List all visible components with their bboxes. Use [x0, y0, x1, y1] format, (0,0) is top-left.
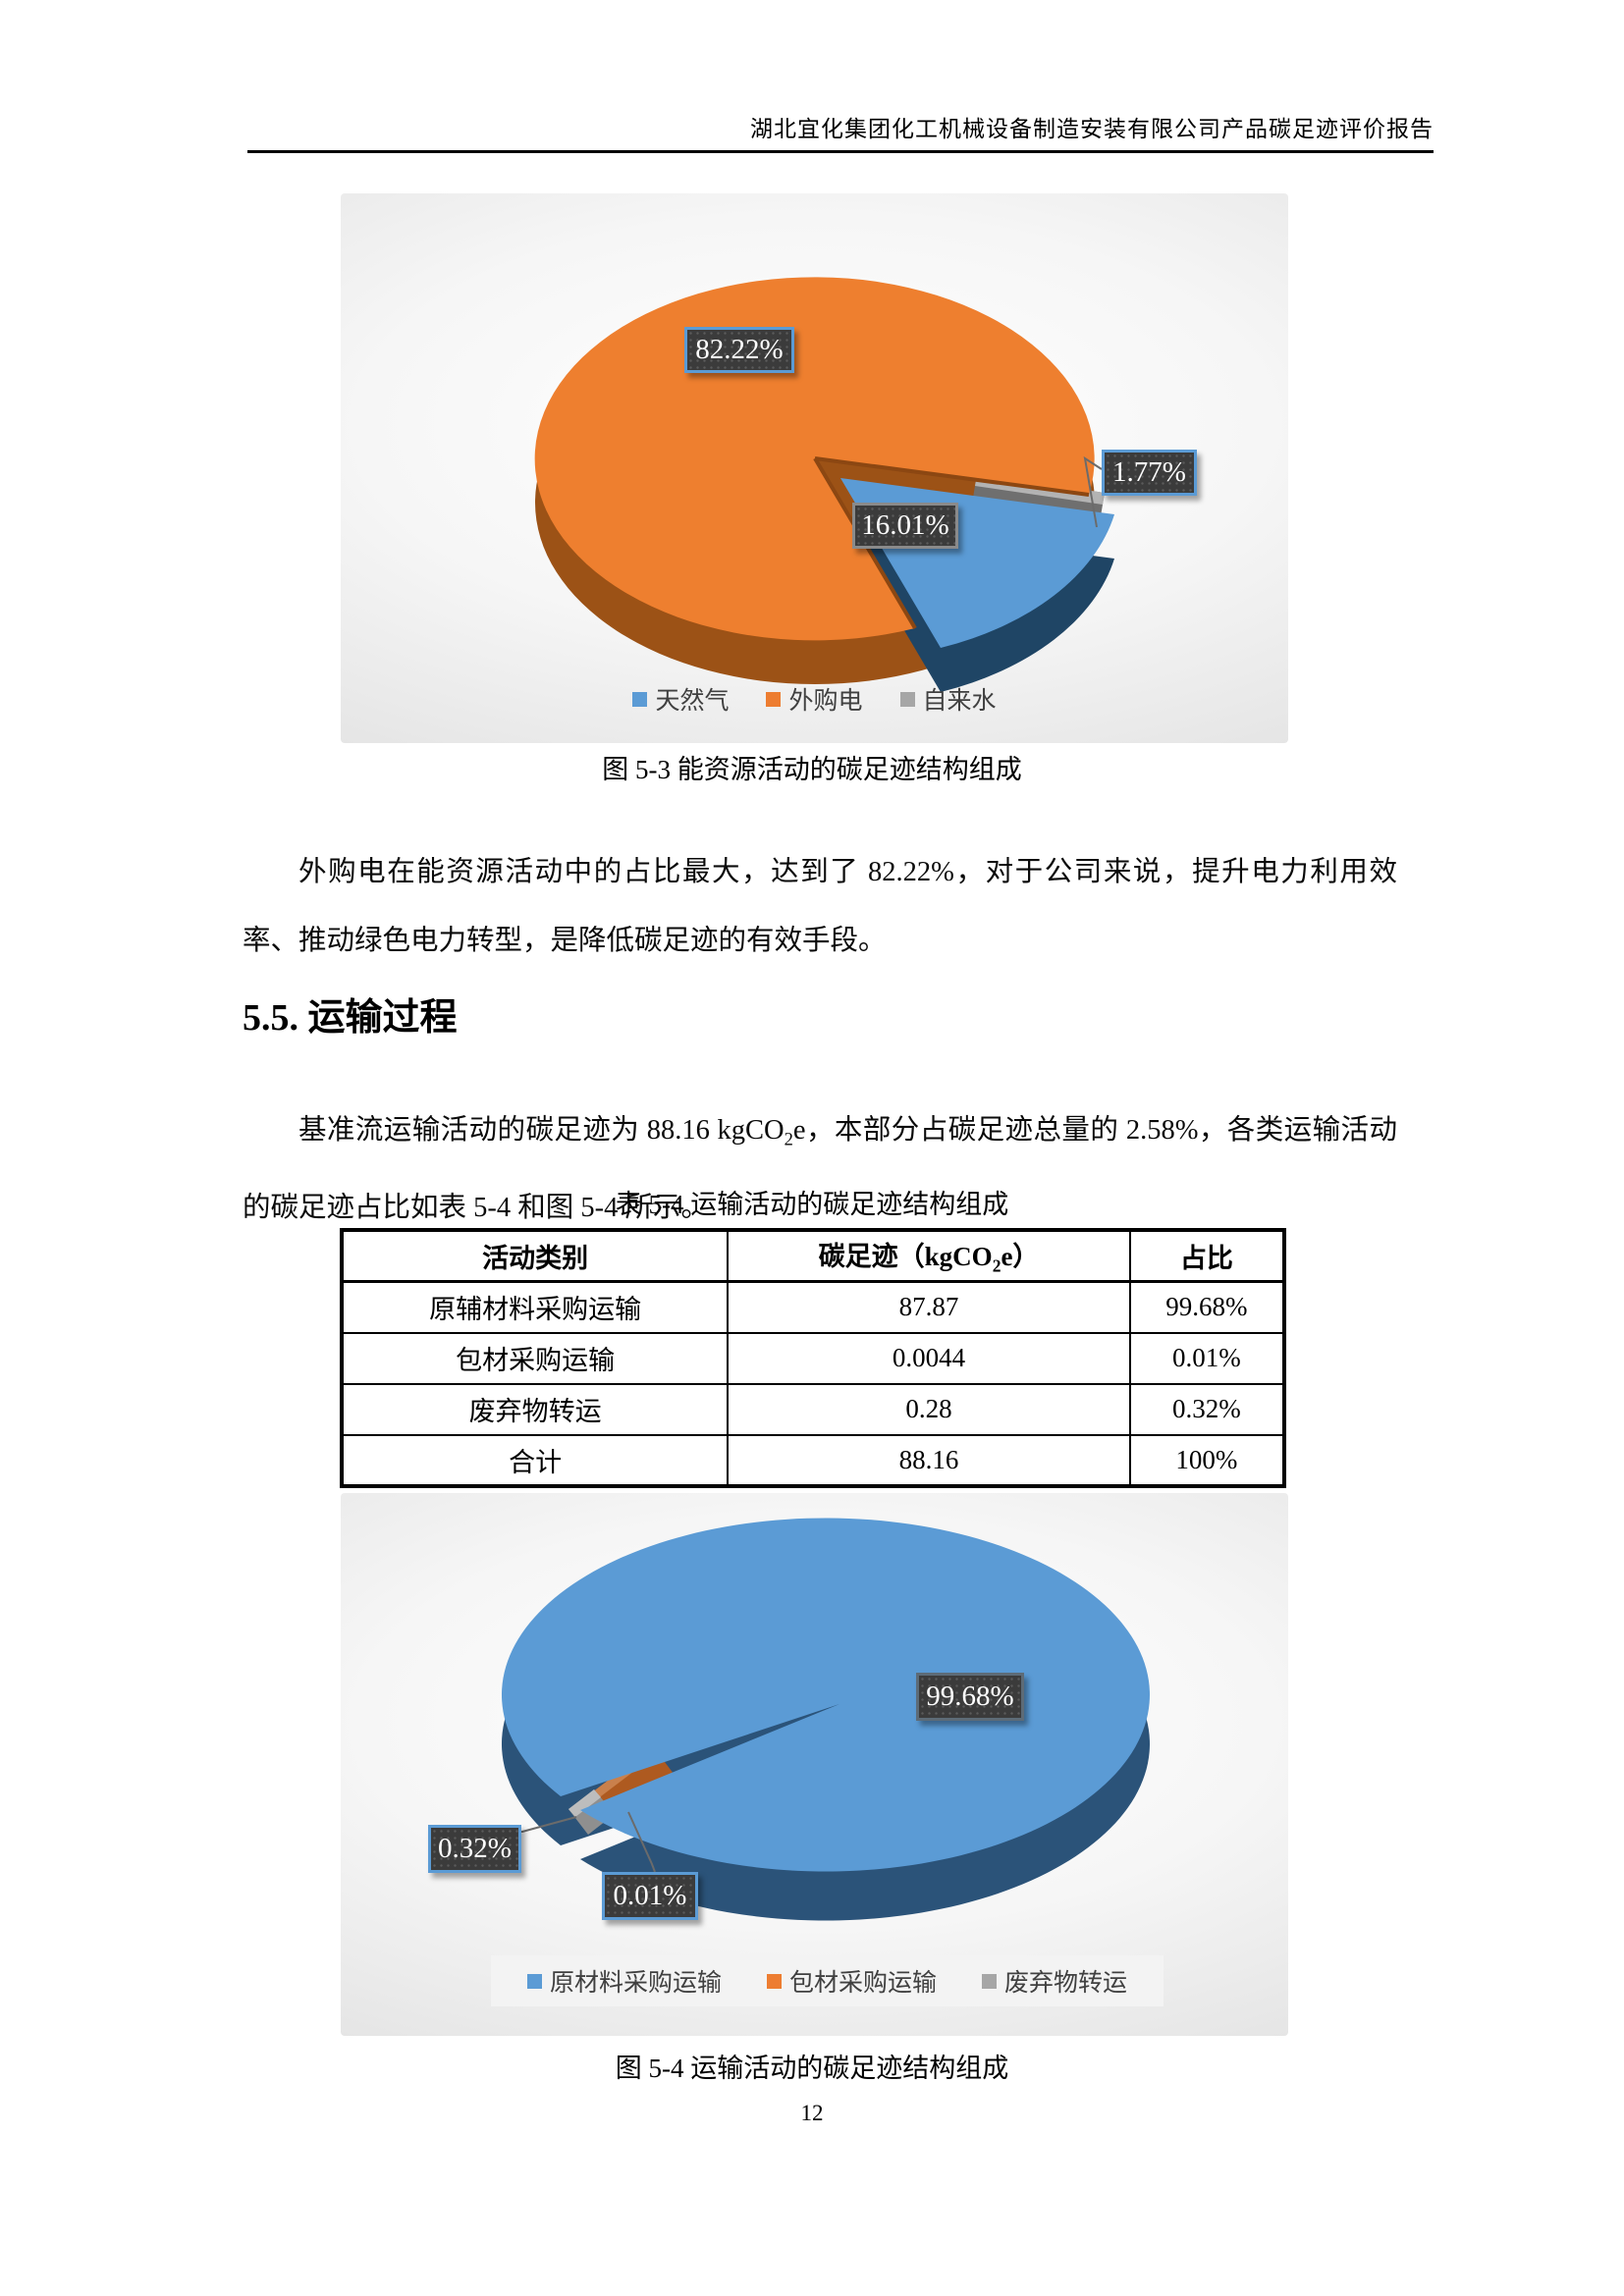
header-rule: [247, 150, 1434, 153]
running-header-title: 湖北宜化集团化工机械设备制造安装有限公司产品碳足迹评价报告: [750, 117, 1434, 141]
pie-chart-transport: [501, 1518, 1150, 1921]
pie-slice-waste-top: [568, 1789, 601, 1817]
paragraph-transport-part2: e，本部分占碳足迹总量的 2.58%，各类运输活动的碳足迹占比如表 5-4 和图…: [243, 1114, 1397, 1224]
legend-item-tap-water: 自来水: [899, 681, 997, 717]
legend-energy: 天然气 外购电 自来水: [341, 681, 1288, 717]
col-header-footprint: 碳足迹（kgCO2e）: [727, 1229, 1131, 1283]
cell-share: 99.68%: [1128, 1280, 1285, 1334]
cell-activity: 合计: [341, 1433, 730, 1487]
data-label-raw-material: 99.68%: [916, 1673, 1024, 1721]
table-row: 废弃物转运 0.28 0.32%: [341, 1382, 1285, 1436]
col-header-share: 占比: [1128, 1229, 1285, 1283]
data-label-tap-water: 1.77%: [1102, 450, 1197, 496]
cell-footprint: 0.28: [727, 1382, 1131, 1436]
data-label-packaging: 0.01%: [602, 1872, 698, 1920]
leader-line-packaging: [627, 1811, 656, 1873]
pie-slice-raw-material: [501, 1518, 1150, 1872]
legend-item-electricity: 外购电: [766, 681, 863, 717]
cell-footprint: 88.16: [727, 1433, 1131, 1487]
col-header-activity: 活动类别: [341, 1229, 730, 1283]
col-header-footprint-part1: 碳足迹（kgCO: [818, 1242, 993, 1272]
table-row-total: 合计 88.16 100%: [341, 1433, 1285, 1487]
cell-activity: 原辅材料采购运输: [341, 1280, 730, 1334]
section-heading-5-5: 5.5. 运输过程: [243, 997, 458, 1039]
cell-footprint: 0.0044: [727, 1331, 1131, 1385]
figure-5-4-transport-pie-chart: 99.68% 0.32% 0.01% 原材料采购运输 包材采购运输 废弃物转运: [341, 1493, 1288, 2036]
cell-share: 100%: [1128, 1433, 1285, 1487]
data-label-waste: 0.32%: [428, 1825, 521, 1873]
table-row: 原辅材料采购运输 87.87 99.68%: [341, 1280, 1285, 1334]
table-5-4-caption: 表 5-4 运输活动的碳足迹结构组成: [615, 1190, 1009, 1219]
table-5-4-transport-footprint: 活动类别 碳足迹（kgCO2e） 占比 原辅材料采购运输 87.87 99.68…: [340, 1228, 1286, 1488]
legend-item-packaging: 包材采购运输: [766, 1963, 937, 1999]
table-row: 包材采购运输 0.0044 0.01%: [341, 1331, 1285, 1385]
legend-item-natural-gas: 天然气: [632, 681, 729, 717]
legend-item-raw-material: 原材料采购运输: [526, 1963, 722, 1999]
leader-line-tap-water: [1083, 455, 1103, 528]
cell-footprint: 87.87: [727, 1280, 1131, 1334]
co2-subscript: 2: [784, 1129, 793, 1150]
data-label-natural-gas: 16.01%: [852, 503, 958, 549]
paragraph-transport-part1: 基准流运输活动的碳足迹为 88.16 kgCO: [298, 1114, 785, 1146]
legend-label-packaging: 包材采购运输: [788, 1970, 937, 1997]
legend-label-raw-material: 原材料采购运输: [549, 1970, 722, 1997]
cell-share: 0.32%: [1128, 1382, 1285, 1436]
swatch-blue-icon: [632, 691, 648, 707]
swatch-orange-icon: [766, 691, 782, 707]
page-number: 12: [800, 2101, 824, 2125]
table-header-row: 活动类别 碳足迹（kgCO2e） 占比: [341, 1229, 1285, 1283]
data-label-electricity: 82.22%: [684, 327, 794, 373]
legend-label-natural-gas: 天然气: [655, 688, 730, 715]
figure-5-3-energy-pie-chart: 82.22% 16.01% 1.77% 天然气 外购电 自来水: [341, 193, 1288, 743]
cell-share: 0.01%: [1128, 1331, 1285, 1385]
col-header-co2-subscript: 2: [992, 1255, 1001, 1276]
cell-activity: 包材采购运输: [341, 1331, 730, 1385]
legend-label-waste: 废弃物转运: [1004, 1970, 1128, 1997]
legend-transport: 原材料采购运输 包材采购运输 废弃物转运: [491, 1955, 1164, 2006]
swatch-orange-icon: [766, 1973, 782, 1989]
paragraph-transport-intro: 基准流运输活动的碳足迹为 88.16 kgCO2e，本部分占碳足迹总量的 2.5…: [243, 1096, 1397, 1244]
cell-activity: 废弃物转运: [341, 1382, 730, 1436]
legend-label-electricity: 外购电: [788, 688, 863, 715]
legend-item-waste: 废弃物转运: [982, 1963, 1127, 1999]
swatch-gray-icon: [899, 691, 915, 707]
col-header-footprint-part2: e）: [1001, 1242, 1040, 1272]
legend-label-tap-water: 自来水: [922, 688, 997, 715]
swatch-gray-icon: [982, 1973, 997, 1989]
paragraph-energy-analysis: 外购电在能资源活动中的占比最大，达到了 82.22%，对于公司来说，提升电力利用…: [243, 856, 1397, 956]
figure-5-3-caption: 图 5-3 能资源活动的碳足迹结构组成: [602, 755, 1022, 784]
figure-5-4-caption: 图 5-4 运输活动的碳足迹结构组成: [615, 2054, 1009, 2083]
swatch-blue-icon: [526, 1973, 542, 1989]
